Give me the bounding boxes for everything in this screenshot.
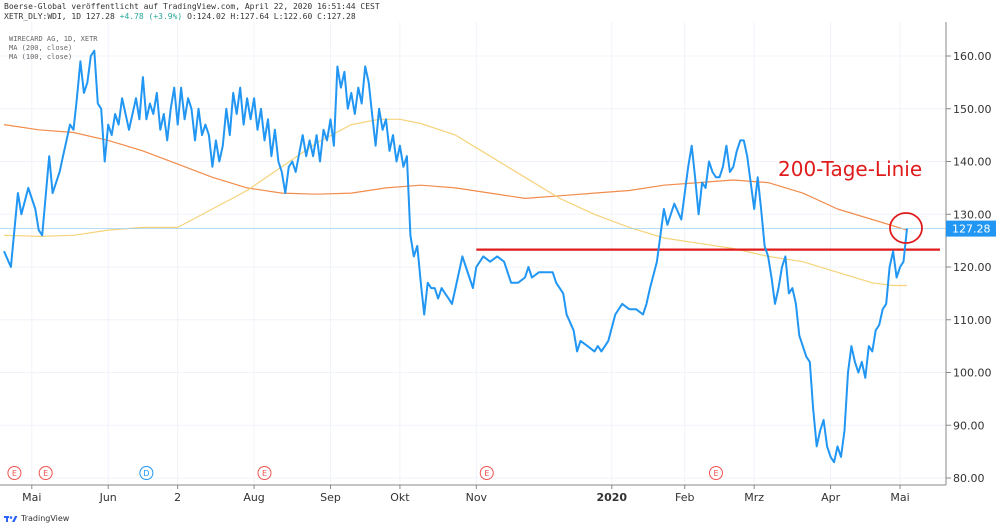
y-tick-label: 160.00	[953, 50, 992, 63]
y-tick-label: 140.00	[953, 156, 992, 169]
x-tick-label: Jun	[99, 491, 117, 504]
y-tick-label: 100.00	[953, 367, 992, 380]
x-tick-label: Feb	[675, 491, 694, 504]
footer[interactable]: TradingView	[4, 514, 69, 523]
x-tick-label: 2020	[596, 491, 627, 504]
last-price-badge: 127.28	[946, 220, 996, 237]
y-tick-label: 120.00	[953, 261, 992, 274]
price-layer	[3, 49, 908, 464]
x-tick-label: Okt	[390, 491, 410, 504]
tradingview-logo-icon	[4, 515, 18, 522]
legend-ma100: MA (100, close)	[9, 53, 73, 61]
change-value: +4.78 (+3.9%)	[119, 12, 183, 21]
event-label: E	[713, 469, 718, 478]
event-marker-earnings[interactable]: E	[7, 466, 22, 480]
event-label: E	[43, 469, 48, 478]
source-line: Boerse-Global veröffentlicht auf Trading…	[4, 2, 380, 11]
x-tick-label: Mai	[22, 491, 41, 504]
y-axis: 80.00 90.00 100.00 110.00 120.00 130.00 140.00…	[946, 50, 992, 485]
ma100-line	[3, 118, 907, 287]
price-line	[3, 49, 908, 464]
annotation-200-day-line: 200-Tage-Linie	[778, 157, 923, 181]
symbol-line: XETR_DLY:WDI, 1D 127.28 +4.78 (+3.9%) O:…	[4, 12, 356, 21]
event-marker-earnings[interactable]: E	[257, 466, 272, 480]
x-axis: Mai Jun 2 Aug Sep Okt Nov 2020 Feb Mrz Apr Mai	[22, 485, 910, 504]
badge-value: 127.28	[952, 223, 991, 236]
legend-ma200: MA (200, close)	[9, 44, 73, 52]
x-tick-label: Mai	[890, 491, 909, 504]
y-tick-label: 130.00	[953, 208, 992, 221]
event-label: E	[262, 469, 267, 478]
last-value: 127.28	[85, 12, 115, 21]
y-tick-label: 110.00	[953, 314, 992, 327]
x-tick-label: Mrz	[744, 491, 764, 504]
event-marker-dividend[interactable]: D	[139, 466, 154, 480]
footer-brand: TradingView	[21, 514, 70, 523]
event-label: D	[143, 469, 149, 478]
event-label: E	[484, 469, 489, 478]
event-marker-earnings[interactable]: E	[479, 466, 494, 480]
x-tick-label: Sep	[320, 491, 341, 504]
y-tick-label: 80.00	[953, 472, 985, 485]
x-tick-label: Aug	[243, 491, 264, 504]
x-tick-label: Nov	[466, 491, 488, 504]
badge-background	[946, 220, 996, 237]
event-marker-earnings[interactable]: E	[708, 466, 723, 480]
ma100-layer	[3, 118, 907, 287]
y-tick-label: 150.00	[953, 103, 992, 116]
event-marker-earnings[interactable]: E	[38, 466, 53, 480]
y-tick-label: 90.00	[953, 419, 985, 432]
legend-instrument: WIRECARD AG, 1D, XETR	[9, 35, 98, 43]
symbol: XETR_DLY:WDI, 1D	[4, 12, 82, 21]
x-tick-label: Apr	[821, 491, 841, 504]
ohlc-values: O:124.02 H:127.64 L:122.60 C:127.28	[187, 12, 356, 21]
event-label: E	[12, 469, 17, 478]
highlight-circle	[889, 212, 923, 244]
x-tick-label: 2	[174, 491, 181, 504]
